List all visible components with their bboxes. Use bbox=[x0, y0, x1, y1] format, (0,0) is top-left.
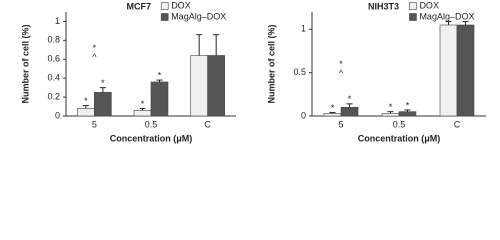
annotation: * bbox=[348, 94, 352, 104]
annotation: ^ bbox=[339, 68, 344, 78]
legend-swatch bbox=[160, 2, 169, 10]
legend-label: DOX bbox=[419, 0, 439, 10]
bar bbox=[207, 55, 225, 117]
annotation: * bbox=[406, 100, 410, 110]
bar bbox=[94, 92, 112, 117]
annotation: * bbox=[389, 102, 393, 112]
annotation: * bbox=[93, 43, 97, 53]
annotation: ^ bbox=[92, 52, 97, 62]
x-tick-label: 0.5 bbox=[145, 119, 158, 129]
x-axis-label: Concentration (μM) bbox=[358, 133, 441, 143]
bar bbox=[323, 113, 342, 117]
x-tick-label: 5 bbox=[92, 119, 97, 129]
annotation: * bbox=[141, 99, 145, 109]
legend-swatch bbox=[409, 2, 417, 10]
annotation: * bbox=[339, 59, 343, 69]
bar bbox=[398, 111, 417, 117]
annotation: * bbox=[331, 103, 335, 113]
y-tick-label: 1 bbox=[55, 16, 60, 26]
y-tick-label: 0.2 bbox=[47, 91, 60, 101]
legend-swatch bbox=[160, 13, 169, 21]
legend-label: MagAlg–DOX bbox=[171, 11, 226, 21]
chart-title: NIH3T3 bbox=[368, 1, 399, 11]
x-tick-label: C bbox=[204, 119, 211, 129]
legend-label: DOX bbox=[171, 0, 191, 10]
figure: 0 0.2 0.4 0.6 0.8 1 Number of cell (%) Concentr… bbox=[20, 0, 486, 143]
y-tick-label: 0.8 bbox=[47, 35, 60, 45]
bar bbox=[133, 110, 152, 117]
y-axis-label: Number of cell (%) bbox=[266, 24, 276, 103]
bar bbox=[77, 108, 95, 117]
y-tick-label: 0.6 bbox=[47, 54, 60, 64]
y-tick-label: 1 bbox=[301, 24, 306, 34]
x-axis-label: Concentration (μM) bbox=[110, 133, 193, 143]
y-tick-label: 0 bbox=[55, 110, 60, 120]
y-tick-label: 0.5 bbox=[293, 67, 306, 77]
annotation: * bbox=[101, 78, 105, 88]
x-tick-label: 0.5 bbox=[393, 119, 406, 129]
chart-title: MCF7 bbox=[127, 1, 152, 11]
bar bbox=[190, 55, 208, 117]
y-tick-label: 0.4 bbox=[47, 73, 60, 83]
bar bbox=[381, 113, 400, 117]
annotation: * bbox=[84, 96, 88, 106]
bar bbox=[439, 24, 458, 117]
legend-swatch bbox=[409, 13, 417, 21]
legend-label: MagAlg–DOX bbox=[419, 11, 474, 21]
annotation: * bbox=[158, 70, 162, 80]
y-axis-label: Number of cell (%) bbox=[20, 24, 30, 103]
y-tick-label: 0 bbox=[301, 110, 306, 120]
bar bbox=[150, 81, 169, 117]
x-tick-label: 5 bbox=[338, 119, 343, 129]
bar bbox=[456, 24, 475, 117]
x-tick-label: C bbox=[454, 119, 461, 129]
bar bbox=[340, 107, 359, 117]
